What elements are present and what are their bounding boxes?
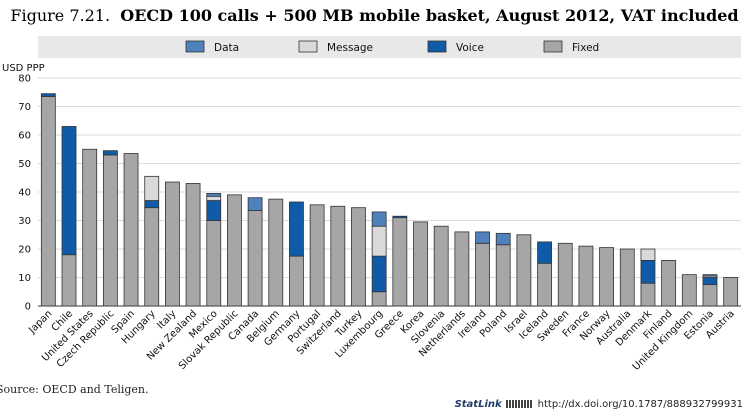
bar-segment-fixed [640,282,656,307]
bar-segment-message [371,225,387,257]
bar-segment-fixed [40,96,56,307]
y-tick-label: 60 [18,131,31,142]
bar-segment-data [247,197,263,211]
bar-segment-fixed [599,247,615,307]
y-tick-label: 80 [18,74,31,85]
bar-segment-voice [102,150,118,156]
bar-segment-fixed [82,148,98,307]
legend-label-message: Message [327,42,373,54]
bar-segment-voice [640,259,656,284]
bar-segment-fixed [247,210,263,307]
bar-segment-fixed [371,291,387,307]
bar-segment-voice [289,201,304,257]
bar-segment-voice [537,241,552,264]
bar-segment-fixed [185,183,201,307]
bar-segment-fixed [557,242,573,307]
bar-segment-fixed [454,231,470,307]
y-tick-label: 10 [18,273,31,284]
bar-segment-fixed [723,277,739,307]
bar-segment-fixed [309,204,325,307]
bar-segment-message [640,248,656,261]
x-tick-label: Japan [26,308,54,336]
bar-segment-fixed [330,205,346,307]
bar-segment-fixed [268,198,284,307]
bar-segment-fixed [516,234,532,307]
bar-segment-data [702,274,718,277]
legend-swatch-fixed [543,40,563,53]
y-tick-label: 0 [25,302,31,313]
bar-segment-fixed [578,245,594,307]
bar-segment-fixed [537,262,552,307]
bar-segment-data [495,232,511,246]
bar-segment-fixed [61,254,77,307]
bar-segment-fixed [289,255,304,307]
y-tick-label: 40 [18,188,31,199]
figure-title-text: OECD 100 calls + 500 MB mobile basket, A… [120,6,739,25]
y-tick-label: 70 [18,102,31,113]
bar-segment-fixed [144,207,160,307]
bar-segment-fixed [619,248,635,307]
legend-label-data: Data [214,42,239,54]
bar-segment-data [206,193,222,197]
bar-segment-voice [392,215,408,219]
bar-segment-fixed [413,221,428,307]
y-tick-label: 50 [18,159,31,170]
bar-segment-voice [371,255,387,293]
statlink-footer: StatLink http://dx.doi.org/10.1787/888932… [455,399,743,410]
bar-segment-fixed [661,259,677,307]
y-tick-label: 20 [18,245,31,256]
bar-segment-fixed [206,220,222,307]
legend-label-voice: Voice [456,42,484,54]
bar-segment-fixed [164,181,180,307]
figure-title: Figure 7.21. OECD 100 calls + 500 MB mob… [0,6,749,25]
bar-segment-fixed [475,242,490,307]
legend-label-fixed: Fixed [572,42,599,54]
bar-segment-fixed [702,284,718,307]
legend-swatch-message [298,40,318,53]
bar-segment-voice [40,93,56,97]
legend-band [38,36,741,58]
bar-segment-message [206,195,222,201]
y-axis-label: USD PPP [2,63,45,74]
statlink-logo: StatLink [454,399,502,410]
bar-segment-fixed [433,225,449,307]
legend-swatch-data [185,40,205,53]
bar-segment-fixed [392,217,408,307]
bar-segment-fixed [495,244,511,307]
statlink-barcode-icon [505,400,532,408]
bar-segment-fixed [102,154,118,307]
bar-segment-voice [61,126,77,256]
bar-segment-voice [206,200,222,221]
statlink-url-link[interactable]: http://dx.doi.org/10.1787/888932799931 [537,399,743,410]
bar-segment-voice [144,200,160,209]
bar-segment-voice [702,277,718,286]
bar-segment-fixed [351,207,366,307]
bar-segment-data [475,231,490,244]
bar-segment-message [144,175,160,201]
bar-segment-fixed [123,153,139,307]
bar-segment-fixed [681,274,697,307]
bar-segment-data [371,211,387,227]
figure-label: Figure 7.21. [10,6,111,25]
legend-swatch-voice [427,40,447,53]
y-tick-label: 30 [18,216,31,227]
source-note: Source: OECD and Teligen. [0,383,149,396]
bar-segment-fixed [227,194,242,307]
